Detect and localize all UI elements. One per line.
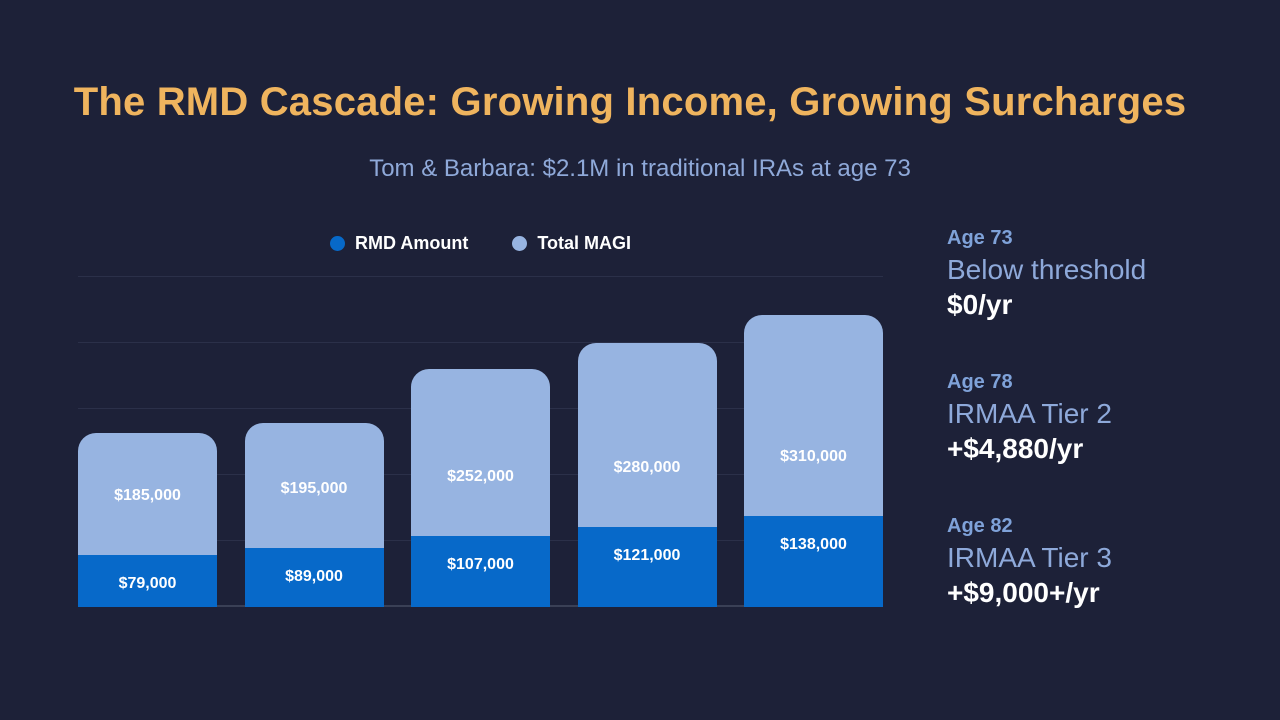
magi-value-label: $195,000 [280,480,348,498]
rmd-segment [744,515,883,607]
callout-age-label: Age 73 [947,227,1013,249]
stacked-bar-chart: $185,000 $79,000 $195,000 $89,000 $252,000 $1… [78,276,883,607]
rmd-segment [577,527,717,607]
bar-group: $252,000 $107,000 [411,369,550,607]
irmaa-callouts: Age 73 Below threshold $0/yr Age 78 IRMA… [947,226,1146,658]
rmd-segment [411,536,550,607]
bar-group: $280,000 $121,000 [577,343,717,607]
callout-amount-value: +$9,000+/yr [947,577,1100,608]
page-subtitle: Tom & Barbara: $2.1M in traditional IRAs… [369,155,911,182]
bar-group: $185,000 $79,000 [78,432,217,607]
callout-tier-label: Below threshold [947,254,1147,285]
rmd-value-label: $89,000 [285,568,343,586]
callout-age-78: Age 78 IRMAA Tier 2 +$4,880/yr [947,370,1146,466]
page-title: The RMD Cascade: Growing Income, Growing… [73,80,1187,124]
gridline [78,342,883,343]
callout-amount-value: +$4,880/yr [947,433,1084,464]
rmd-value-label: $107,000 [447,556,514,574]
rmd-value-label: $138,000 [780,535,847,553]
legend-item-rmd: RMD Amount [330,233,468,254]
legend-label-rmd: RMD Amount [355,233,469,253]
magi-value-label: $252,000 [447,468,514,486]
gridline [78,276,883,277]
legend-dot-icon [330,236,346,251]
callout-age-73: Age 73 Below threshold $0/yr [947,226,1146,322]
rmd-segment [244,548,384,607]
bar-group: $195,000 $89,000 [244,423,384,607]
callout-amount-value: $0/yr [947,289,1013,320]
callout-tier-label: IRMAA Tier 2 [947,398,1112,429]
rmd-segment [78,554,217,607]
legend-item-magi: Total MAGI [512,233,631,254]
rmd-value-label: $79,000 [118,574,177,592]
magi-value-label: $185,000 [114,486,181,504]
bar-group: $310,000 $138,000 [744,314,883,607]
callout-age-82: Age 82 IRMAA Tier 3 +$9,000+/yr [947,514,1146,610]
callout-age-label: Age 78 [947,371,1013,393]
rmd-value-label: $121,000 [613,547,681,565]
chart-legend: RMD Amount Total MAGI [78,233,883,254]
callout-age-label: Age 82 [947,515,1013,537]
magi-value-label: $310,000 [780,447,847,465]
callout-tier-label: IRMAA Tier 3 [947,542,1112,573]
legend-label-magi: Total MAGI [537,233,631,253]
legend-dot-icon [512,236,528,251]
magi-value-label: $280,000 [613,459,681,477]
